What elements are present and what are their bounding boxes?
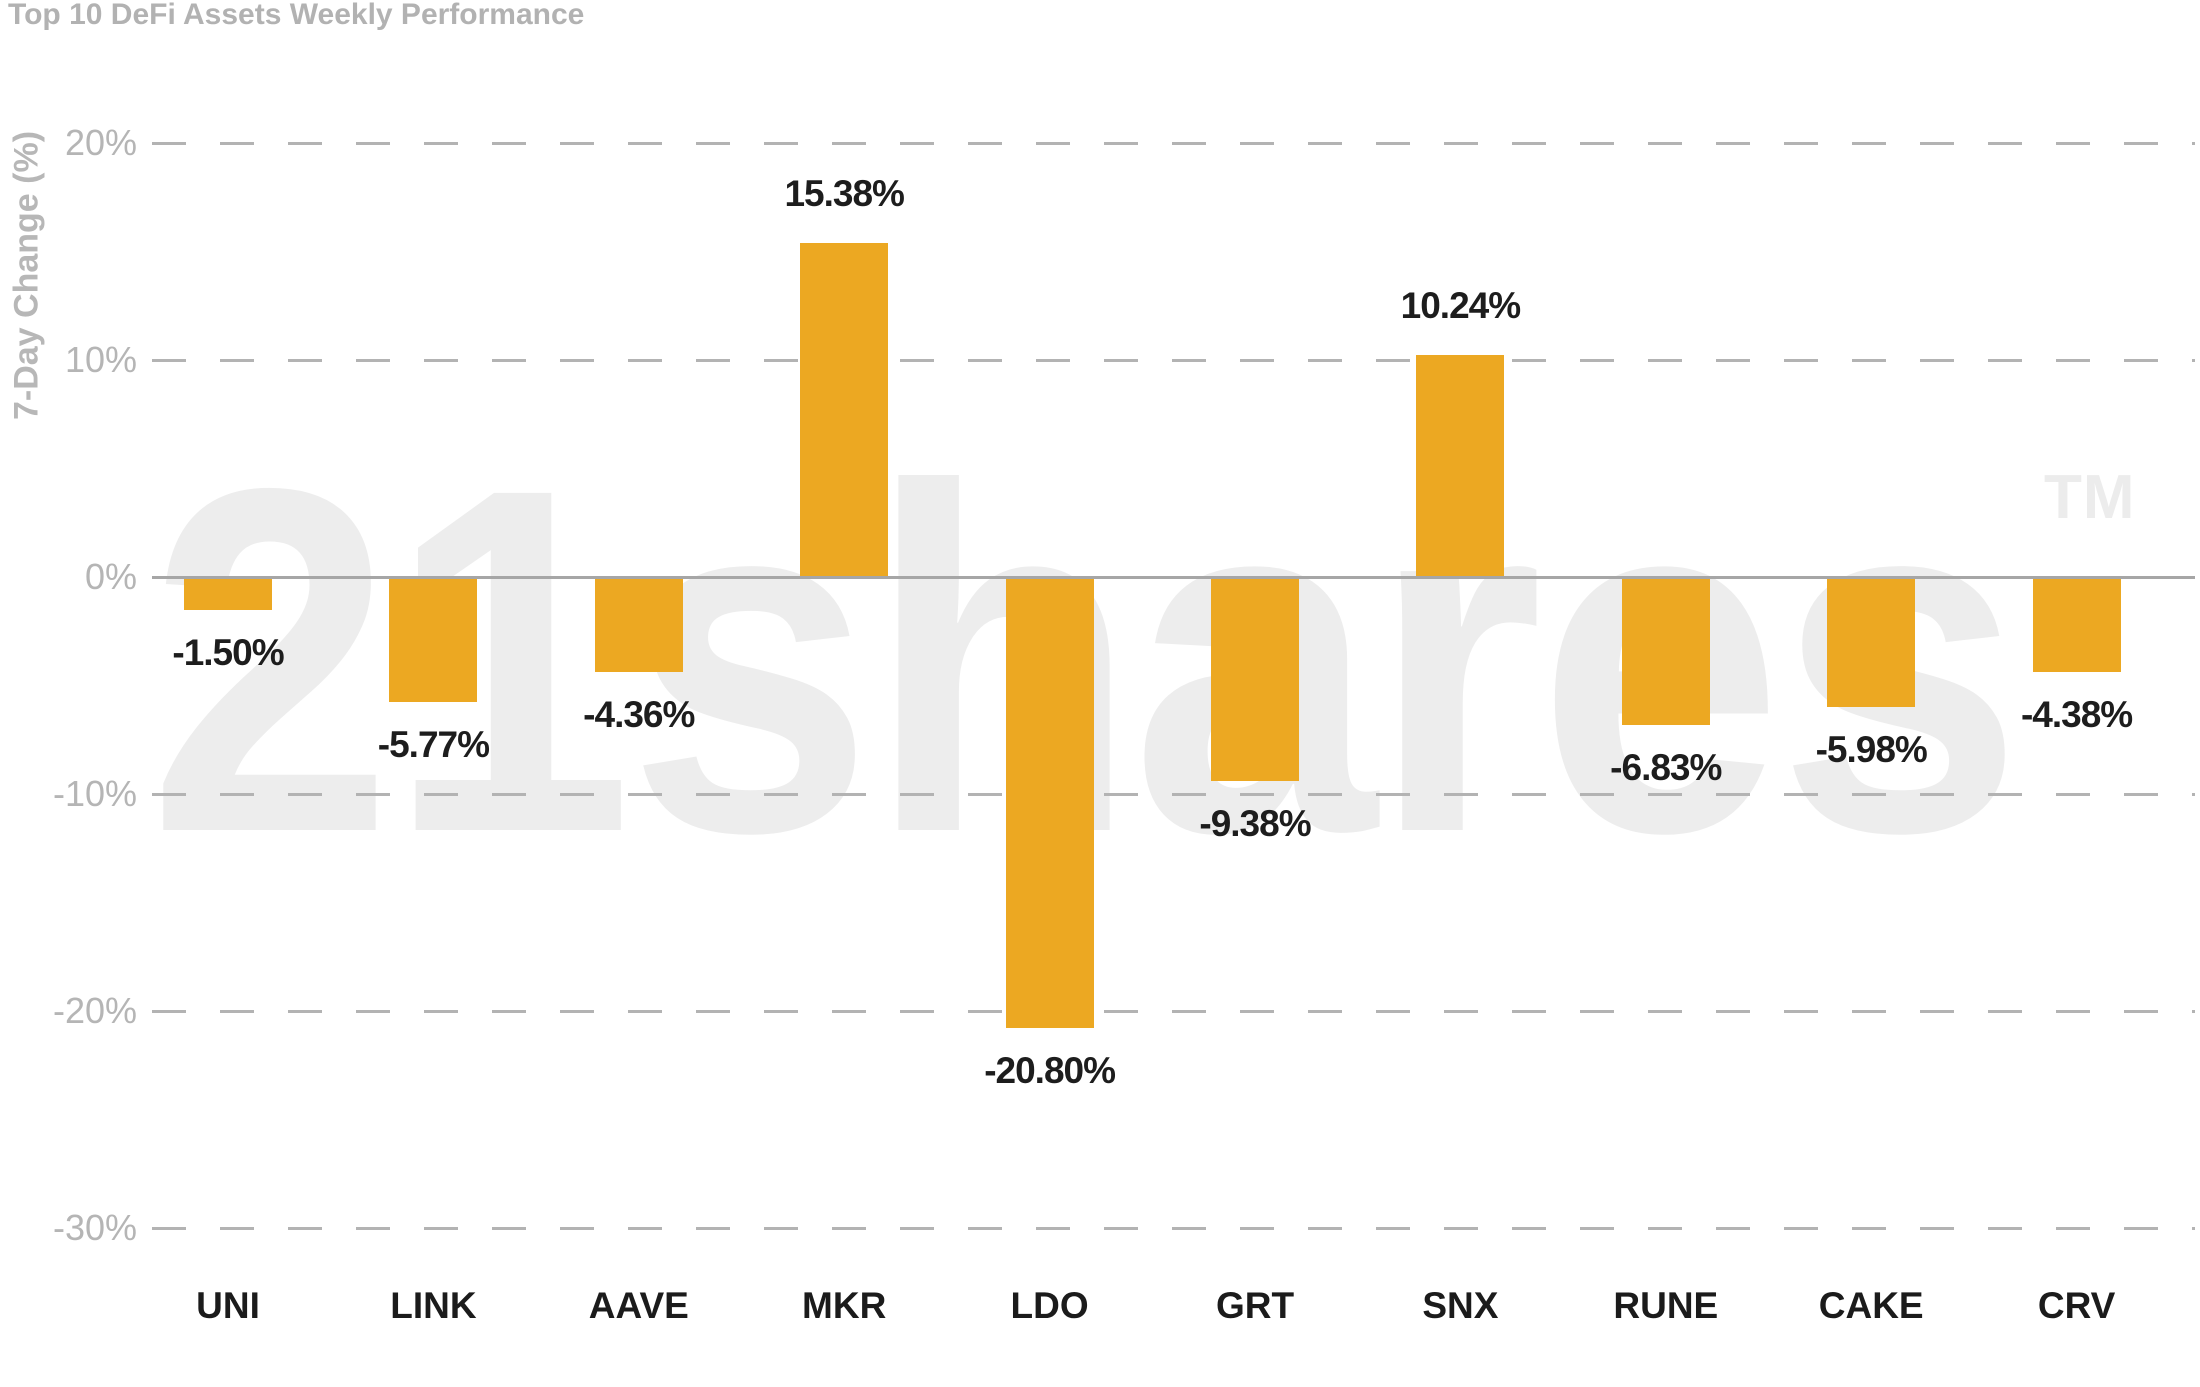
x-tick-label: GRT bbox=[1215, 1285, 1295, 1326]
bar-link bbox=[389, 578, 478, 703]
bar-value-label: 10.24% bbox=[1400, 284, 1522, 326]
bar-ldo bbox=[1005, 578, 1094, 1029]
bar-value-label: -20.80% bbox=[984, 1050, 1116, 1092]
y-tick-label: 0% bbox=[84, 556, 137, 597]
x-tick-label: LINK bbox=[390, 1285, 477, 1326]
x-tick-label: RUNE bbox=[1613, 1285, 1719, 1326]
gridline bbox=[152, 1010, 2195, 1013]
trademark-symbol: TM bbox=[2044, 463, 2136, 532]
y-axis-title: 7-Day Change (%) bbox=[7, 130, 46, 421]
gridline bbox=[152, 359, 2195, 362]
bar-value-label: -5.77% bbox=[377, 724, 490, 766]
x-tick-label: AAVE bbox=[588, 1285, 689, 1326]
bar-value-label: 15.38% bbox=[784, 173, 905, 215]
gridline bbox=[152, 1227, 2195, 1230]
x-tick-label: CRV bbox=[2037, 1285, 2116, 1326]
bar-aave bbox=[594, 578, 683, 672]
bar-uni bbox=[184, 578, 272, 610]
y-tick-label: 20% bbox=[64, 122, 137, 163]
bar-value-label: -1.50% bbox=[172, 631, 284, 673]
y-tick-label: -30% bbox=[52, 1207, 137, 1248]
chart-title: Top 10 DeFi Assets Weekly Performance bbox=[8, 0, 585, 31]
x-tick-label: LDO bbox=[1010, 1285, 1089, 1326]
gridline bbox=[152, 142, 2195, 145]
y-tick-label: -10% bbox=[52, 773, 137, 814]
bar-snx bbox=[1416, 354, 1505, 578]
x-tick-label: UNI bbox=[196, 1285, 260, 1326]
bar-value-label: -6.83% bbox=[1610, 747, 1722, 789]
gridline bbox=[152, 793, 2195, 796]
y-tick-label: 10% bbox=[64, 339, 137, 380]
x-tick-label: SNX bbox=[1422, 1285, 1499, 1326]
bar-rune bbox=[1621, 578, 1710, 726]
y-tick-label: -20% bbox=[52, 990, 137, 1031]
bar-grt bbox=[1211, 578, 1299, 781]
bar-mkr bbox=[800, 243, 889, 578]
x-tick-label: MKR bbox=[802, 1285, 887, 1326]
bar-value-label: -9.38% bbox=[1199, 802, 1311, 844]
bar-cake bbox=[1827, 578, 1916, 707]
bar-value-label: -4.38% bbox=[2020, 694, 2133, 736]
bar-crv bbox=[2032, 578, 2121, 673]
bar-value-label: -5.98% bbox=[1815, 728, 1928, 770]
bar-value-label: -4.36% bbox=[583, 693, 695, 735]
x-tick-label: CAKE bbox=[1818, 1285, 1924, 1326]
zero-line bbox=[152, 576, 2195, 579]
